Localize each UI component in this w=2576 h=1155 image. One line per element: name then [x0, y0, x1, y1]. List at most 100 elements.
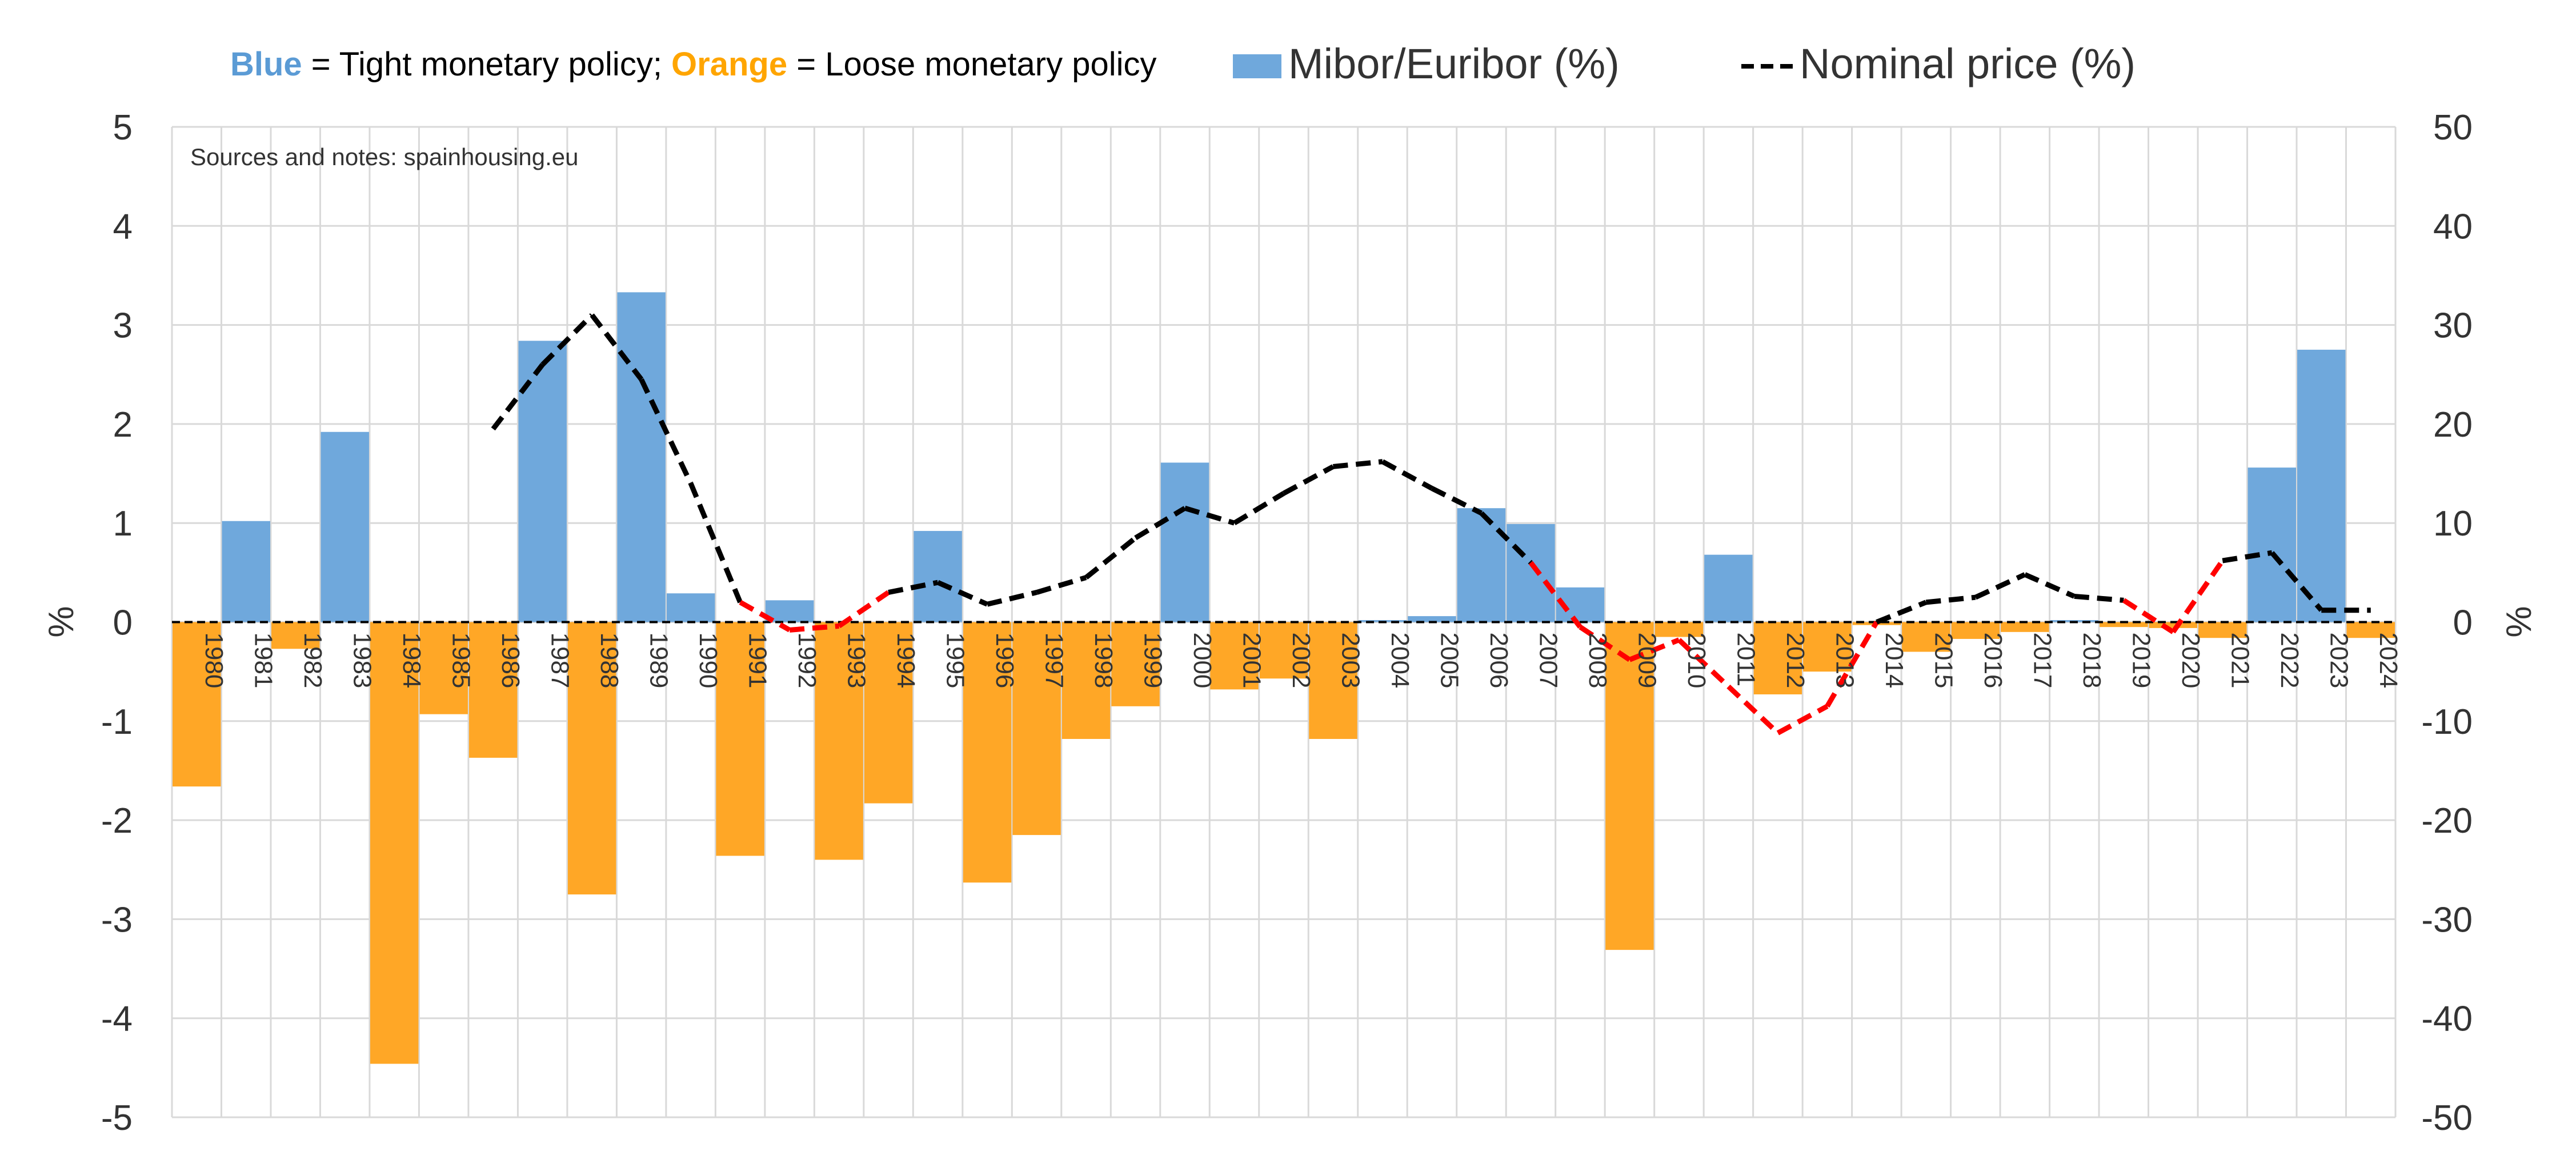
bar	[1803, 622, 1852, 672]
x-tick-label: 1984	[398, 633, 426, 689]
x-tick-label: 1999	[1139, 633, 1167, 689]
y-left-tick-label: -3	[101, 900, 133, 940]
price-line-segment	[540, 313, 594, 367]
price-line-segment	[1726, 684, 1780, 735]
y-right-tick-label: 40	[2433, 207, 2473, 246]
x-tick-label: 1996	[991, 633, 1019, 689]
bar	[321, 431, 369, 622]
x-tick-label: 2010	[1682, 633, 1710, 689]
y-left-tick-label: -1	[101, 702, 133, 742]
x-tick-label: 2014	[1880, 633, 1908, 689]
price-line-segment	[1036, 575, 1087, 595]
bar	[567, 622, 616, 895]
bar	[1160, 462, 1209, 622]
x-tick-label: 1987	[546, 633, 574, 689]
price-line-segment	[1628, 637, 1680, 662]
bar	[1605, 622, 1654, 950]
y-right-tick-label: -20	[2421, 801, 2473, 841]
bar	[2001, 622, 2049, 632]
x-tick-label: 1989	[645, 633, 673, 689]
price-line-segment	[2074, 593, 2124, 603]
price-line-segment	[1876, 600, 1928, 625]
bar	[1457, 508, 1506, 622]
y-left-tick-label: 1	[113, 504, 133, 543]
bar	[1951, 622, 2000, 639]
legend-blue-word: Blue	[230, 46, 302, 83]
x-tick-label: 2002	[1287, 633, 1315, 689]
x-tick-label: 2016	[1979, 633, 2007, 689]
price-line-segment	[2122, 598, 2175, 634]
legend-blue-desc: = Tight monetary policy;	[302, 46, 671, 83]
price-line-segment	[1925, 594, 1976, 605]
line-series	[491, 313, 2371, 736]
x-tick-label: 2009	[1633, 633, 1661, 689]
price-line-segment	[639, 378, 694, 485]
x-tick-label: 2017	[2028, 633, 2056, 689]
price-line-segment	[1381, 459, 1433, 491]
price-line-segment	[1184, 505, 1235, 526]
y-axis-left-label: %	[42, 606, 81, 637]
price-line-segment	[590, 313, 644, 381]
bar	[419, 622, 468, 714]
y-right-tick-label: 30	[2433, 306, 2473, 346]
bar	[1309, 622, 1357, 739]
x-tick-label: 2006	[1485, 633, 1513, 689]
y-right-tick-label: -10	[2421, 702, 2473, 742]
x-tick-label: 2018	[2078, 633, 2106, 689]
price-line-segment	[1282, 464, 1335, 496]
left-axis-ticks: 5 4 3 2 1 0 -1 -2 -3 -4 -5	[101, 108, 133, 1138]
x-tick-label: 1994	[892, 633, 920, 689]
y-left-tick-label: 5	[113, 108, 133, 147]
price-line-segment	[936, 580, 988, 607]
x-tick-label: 2000	[1188, 633, 1216, 689]
x-tick-label: 1998	[1089, 633, 1117, 689]
bar	[2198, 622, 2247, 638]
bar	[963, 622, 1012, 883]
price-line-segment	[739, 600, 791, 633]
y-right-tick-label: -40	[2421, 1000, 2473, 1039]
x-tick-label: 2015	[1929, 633, 1957, 689]
x-tick-label: 2023	[2325, 633, 2353, 689]
legend-bars-swatch	[1233, 54, 1281, 78]
price-line-segment	[888, 580, 939, 595]
bar	[1259, 622, 1308, 679]
bar	[1210, 622, 1259, 690]
x-tick-label: 2024	[2374, 633, 2402, 689]
price-line-segment	[2171, 559, 2225, 634]
right-axis-ticks: 50 40 30 20 10 0 -10 -20 -30 -40 -50	[2421, 108, 2473, 1138]
y-right-tick-label: 20	[2433, 405, 2473, 445]
x-tick-label: 1995	[942, 633, 969, 689]
bar	[271, 622, 320, 649]
bar	[815, 622, 863, 860]
legend-orange-desc: = Loose monetary policy	[787, 46, 1156, 83]
price-line-segment	[1134, 506, 1187, 541]
bar-series	[173, 292, 2395, 1064]
x-tick-label: 2020	[2177, 633, 2205, 689]
source-note: Sources and notes: spainhousing.eu	[190, 143, 579, 170]
bar	[1061, 622, 1111, 739]
x-tick-label: 1985	[447, 633, 475, 689]
x-tick-labels: 1980 1981 1982 1983 1984 1985 1986 1987 1988 1989…	[200, 633, 2402, 689]
legend-line-label: Nominal price (%)	[1800, 40, 2136, 87]
y-left-tick-label: 2	[113, 405, 133, 445]
bar	[1111, 622, 1160, 706]
y-right-tick-label: 0	[2453, 604, 2473, 643]
bar	[864, 622, 913, 804]
price-line-segment	[1333, 459, 1383, 469]
bar	[370, 622, 419, 1064]
price-line-segment	[987, 590, 1037, 607]
x-tick-label: 2021	[2226, 633, 2254, 689]
y-left-tick-label: -2	[101, 801, 133, 841]
x-tick-label: 1981	[250, 633, 278, 689]
bar	[468, 622, 518, 758]
bar	[666, 593, 715, 622]
bar	[1902, 622, 1950, 652]
y-right-tick-label: 10	[2433, 504, 2473, 543]
y-right-tick-label: 50	[2433, 108, 2473, 147]
price-line-segment	[491, 363, 545, 431]
y-left-tick-label: 4	[113, 207, 133, 246]
bar	[1704, 554, 1753, 622]
legend: Blue = Tight monetary policy; Orange = L…	[230, 40, 2136, 87]
bar	[2149, 622, 2198, 628]
